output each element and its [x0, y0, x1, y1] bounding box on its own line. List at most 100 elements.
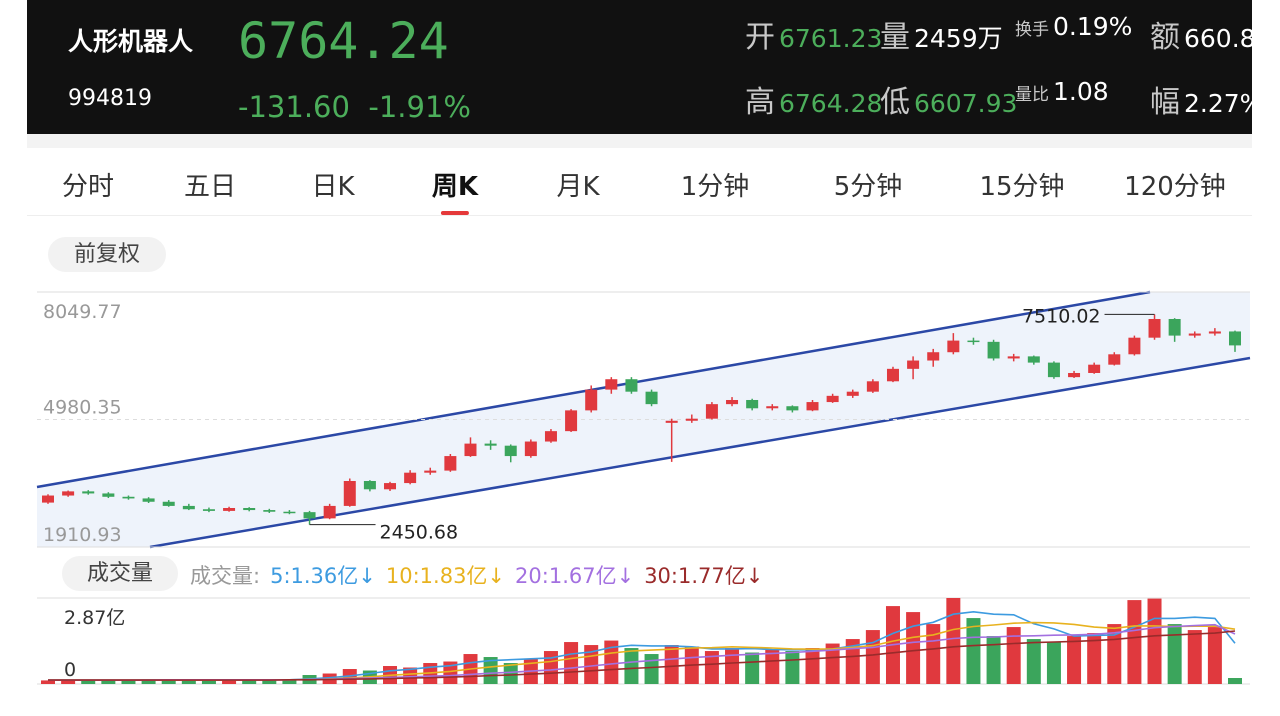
volume-bar [825, 643, 840, 684]
stat: 量比 1.08 [1015, 77, 1109, 106]
volume-bar [222, 679, 237, 684]
candle-body [967, 340, 980, 343]
stat-value: 2459万 [914, 24, 1003, 53]
stat-value: 0.19% [1053, 12, 1133, 41]
volume-bar [403, 667, 418, 684]
volume-bar [1207, 627, 1222, 684]
candle-body [504, 445, 517, 457]
volume-bar [1046, 642, 1061, 684]
stat-label: 高 [745, 85, 775, 120]
candle-body [1188, 333, 1201, 336]
period-tab[interactable]: 1分钟 [680, 172, 750, 202]
volume-bar [543, 651, 558, 684]
candle-body [625, 379, 638, 392]
candle-body [726, 399, 739, 405]
candle-body [826, 395, 839, 403]
volume-bar [624, 648, 639, 684]
volume-bar [745, 652, 760, 684]
candle-body [343, 480, 356, 506]
volume-bar [503, 663, 518, 684]
volume-bar [101, 680, 116, 684]
y-tick-label: 4980.35 [43, 397, 122, 419]
candle-body [685, 418, 698, 421]
legend-item: 5:1.36亿↓ [270, 564, 376, 588]
adjust-button[interactable]: 前复权 [48, 237, 166, 272]
volume-bar [81, 680, 96, 684]
volume-bar [906, 612, 921, 684]
candle-body [886, 368, 899, 382]
volume-bar [564, 642, 579, 684]
candle-body [846, 391, 859, 396]
candle-body [283, 511, 296, 514]
volume-bar [1167, 624, 1182, 684]
candle-body [424, 470, 437, 473]
candle-body [645, 391, 658, 405]
volume-bar [765, 649, 780, 684]
stat-label: 幅 [1150, 85, 1180, 120]
period-tab[interactable]: 五日 [183, 172, 237, 202]
candle-body [705, 404, 718, 419]
volume-bar [845, 639, 860, 684]
stat-value: 2.27% [1184, 89, 1252, 118]
candle-body [122, 496, 135, 499]
volume-bar [1026, 639, 1041, 684]
candle-body [464, 443, 477, 457]
volume-bar [926, 624, 941, 684]
volume-bar [986, 636, 1001, 684]
legend-item: 10:1.83亿↓ [385, 564, 506, 588]
volume-bar [704, 651, 719, 684]
stat-label: 量 [880, 20, 910, 55]
candle-body [102, 493, 115, 497]
stat: 换手 0.19% [1015, 12, 1132, 41]
volume-bar [1006, 627, 1021, 684]
volume-bar [1127, 600, 1142, 684]
volume-bar [282, 679, 297, 684]
candle-body [444, 456, 457, 471]
stat-label: 换手 [1015, 20, 1049, 40]
change-pct: -1.91% [368, 90, 471, 124]
period-tab[interactable]: 120分钟 [1124, 172, 1226, 202]
stat-value: 6761.23 [779, 24, 883, 53]
candle-body [1128, 337, 1141, 355]
volume-bar [946, 598, 961, 684]
volume-legend: 成交量: 5:1.36亿↓ 10:1.83亿↓ 20:1.67亿↓ 30:1.77亿↓ [190, 560, 763, 590]
stat: 低 6607.93 [880, 77, 1017, 121]
stock-code: 994819 [68, 86, 152, 111]
channel-upper [36, 290, 1151, 489]
candle-body [1088, 364, 1101, 373]
volume-button[interactable]: 成交量 [62, 556, 178, 591]
period-tab[interactable]: 日K [311, 172, 355, 202]
volume-bar [141, 679, 156, 684]
volume-bar [1087, 633, 1102, 684]
period-tab[interactable]: 周K [432, 166, 478, 215]
candle-body [544, 431, 557, 442]
candle-body [303, 512, 316, 519]
low-annotation: 2450.68 [380, 522, 459, 544]
period-tab[interactable]: 5分钟 [833, 172, 903, 202]
volume-bar [785, 651, 800, 684]
candle-body [363, 480, 376, 490]
legend-item: 20:1.67亿↓ [515, 564, 635, 588]
candle-body [1148, 318, 1161, 338]
period-tab[interactable]: 15分钟 [979, 172, 1065, 202]
candle-body [142, 498, 155, 502]
candle-body [82, 491, 95, 494]
volume-bar [664, 645, 679, 684]
candle-body [384, 483, 397, 490]
volume-bar [61, 679, 76, 684]
candle-body [1027, 356, 1040, 363]
volume-bar [604, 640, 619, 684]
period-tab[interactable]: 月K [556, 172, 600, 202]
y-tick-label: 1910.93 [43, 524, 122, 546]
stat-label: 开 [745, 20, 775, 55]
stat: 高 6764.28 [745, 77, 882, 121]
volume-bar [1147, 598, 1162, 684]
candle-body [162, 501, 175, 506]
candle-body [605, 379, 618, 390]
volume-bar [201, 680, 216, 684]
stock-name: 人形机器人 [68, 27, 194, 56]
volume-bar [262, 679, 277, 684]
period-tab[interactable]: 分时 [61, 172, 115, 202]
candle-body [1208, 331, 1221, 334]
